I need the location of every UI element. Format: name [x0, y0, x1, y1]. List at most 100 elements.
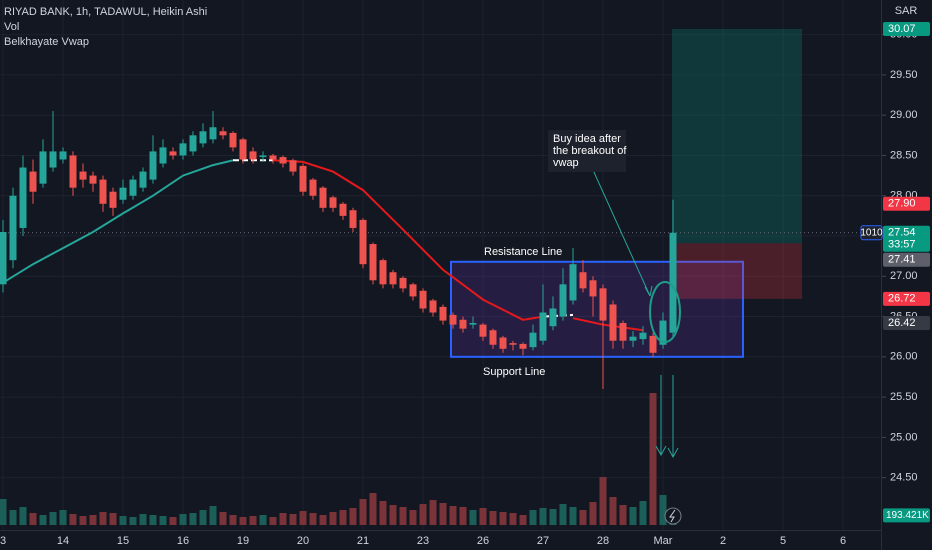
volume-bar [139, 514, 147, 525]
candle-body [69, 155, 77, 188]
price-tag-label: 26.42 [888, 317, 916, 329]
volume-bar [149, 515, 157, 525]
candle-body [309, 179, 317, 196]
volume-bar [329, 512, 337, 525]
volume-tag [883, 508, 930, 523]
volume-bar [549, 509, 557, 525]
candle-body [249, 151, 257, 160]
x-tick-label: 20 [297, 535, 309, 547]
candle-body [469, 322, 477, 325]
volume-bar [489, 511, 497, 525]
candle-body [219, 131, 227, 136]
volume-bar [259, 515, 267, 525]
y-tick-label: 26.00 [890, 351, 918, 363]
volume-bar [219, 512, 227, 525]
x-tick-label: 6 [840, 535, 846, 547]
vwap-line [542, 313, 574, 318]
price-tag [883, 196, 930, 211]
candle-body [419, 290, 427, 309]
indicator-label: Vol [4, 21, 19, 33]
volume-bar [119, 516, 127, 525]
candle-body [189, 135, 197, 152]
candle-body [139, 171, 147, 188]
volume-bar [529, 510, 537, 525]
volume-bar [439, 503, 447, 525]
candle-body [389, 272, 397, 285]
candle-body [359, 219, 367, 265]
candle-body [499, 337, 507, 349]
volume-bar [429, 500, 437, 525]
candle-body [399, 277, 407, 289]
y-tick-label: 29.00 [890, 109, 918, 121]
candle-body [149, 151, 157, 180]
price-tag-label: 26.72 [888, 293, 916, 305]
volume-bar [459, 507, 467, 525]
x-tick-label: 21 [357, 535, 369, 547]
badge-label: 1010 [860, 227, 883, 238]
idea-text: the breakout of [553, 145, 627, 157]
price-tag-label: 27.41 [888, 254, 916, 266]
volume-tag-label: 193.421K [886, 510, 929, 521]
volume-bar [399, 507, 407, 525]
y-tick-label: 25.00 [890, 431, 918, 443]
volume-bar [619, 505, 627, 525]
volume-bar [39, 515, 47, 525]
candle-body [239, 139, 247, 160]
volume-bar [189, 513, 197, 525]
volume-bar [599, 477, 607, 525]
indicator-label: Belkhayate Vwap [4, 36, 89, 48]
candle-body [489, 330, 497, 345]
pointer-head [644, 285, 653, 297]
support-label: Support Line [483, 366, 545, 378]
volume-bar [299, 511, 307, 525]
candle-body [79, 171, 87, 180]
candle-body [339, 203, 347, 216]
zone [672, 243, 802, 299]
x-tick-label: 19 [237, 535, 249, 547]
event-icon-bolt [669, 509, 676, 523]
x-tick-label: 28 [597, 535, 609, 547]
volume-bar [389, 505, 397, 525]
volume-bar [79, 516, 87, 525]
pointer-line [592, 169, 651, 297]
x-tick-label: 27 [537, 535, 549, 547]
event-icon[interactable] [664, 507, 682, 525]
volume-bar [589, 502, 597, 525]
y-tick-label: 29.50 [890, 69, 918, 81]
volume-bar [349, 508, 357, 525]
candle-body [409, 284, 417, 297]
x-tick-label: 3 [0, 535, 6, 547]
candle-body [119, 187, 127, 200]
x-tick-label: 23 [417, 535, 429, 547]
candle-body [379, 260, 387, 285]
x-tick-label: 26 [477, 535, 489, 547]
volume-bar [9, 510, 17, 525]
volume-bar [239, 517, 247, 525]
price-tag [883, 225, 930, 252]
volume-bar [409, 510, 417, 525]
candle-body [459, 319, 467, 329]
volume-bar [69, 514, 77, 525]
candle-body [289, 160, 297, 172]
volume-bar [289, 514, 297, 525]
y-tick-label: 27.00 [890, 270, 918, 282]
price-tag-label: 27.90 [888, 198, 916, 210]
x-tick-label: 14 [57, 535, 69, 547]
volume-bar [319, 515, 327, 525]
drawings: Resistance Line Support Line Buy idea af… [480, 130, 682, 525]
y-tick-label: 25.50 [890, 391, 918, 403]
candle-body [669, 232, 677, 333]
candle-body [209, 127, 217, 140]
volume-bar [629, 507, 637, 525]
highlight-ellipse [649, 281, 681, 343]
volume-bar [379, 501, 387, 525]
volume-bar [469, 510, 477, 525]
candle-body [439, 306, 447, 321]
candle-body [259, 155, 267, 158]
volume-bar [339, 510, 347, 525]
candle-body [589, 280, 597, 297]
volume-bar [309, 513, 317, 525]
volume-bar [0, 499, 7, 525]
